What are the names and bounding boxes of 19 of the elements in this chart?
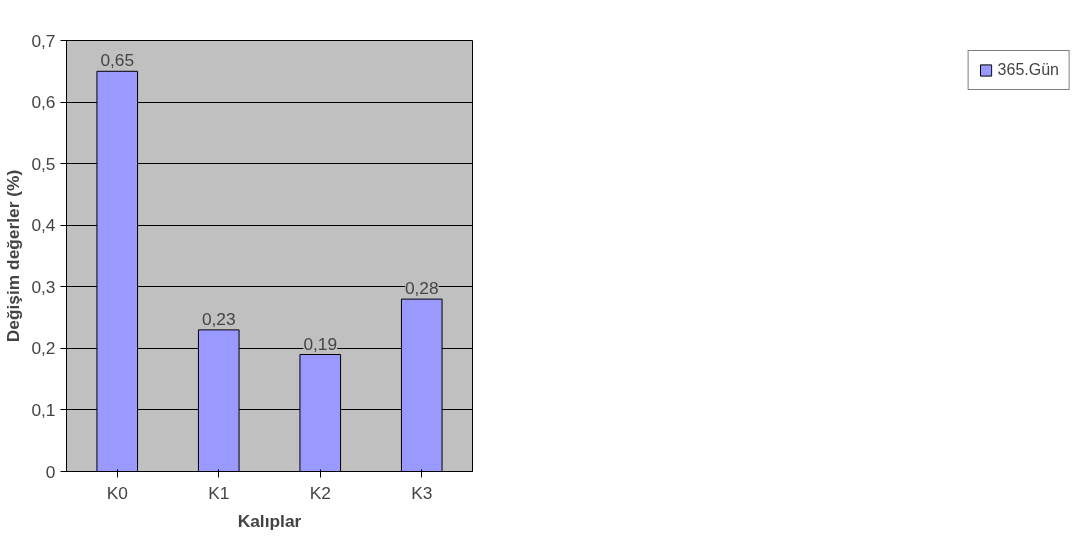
- y-tick-label: 0,3: [31, 276, 56, 297]
- data-label: 0,28: [404, 278, 439, 299]
- data-label: 0,23: [201, 308, 236, 329]
- y-tick-label: 0: [45, 461, 56, 482]
- legend-label: 365.Gün: [997, 61, 1059, 79]
- x-tick-label: K1: [208, 482, 230, 503]
- y-tick-label: 0,1: [31, 399, 56, 420]
- data-label: 0,65: [100, 50, 135, 71]
- y-tick-label: 0,5: [31, 153, 56, 174]
- x-tick-label: K0: [106, 482, 128, 503]
- y-tick-label: 0,6: [31, 92, 56, 113]
- y-tick-label: 0,4: [31, 215, 56, 236]
- data-label: 0,19: [303, 333, 338, 354]
- x-tick-label: K3: [411, 482, 433, 503]
- y-axis-title: Değişim değerler (%): [3, 169, 24, 343]
- y-tick-label: 0,7: [31, 30, 56, 51]
- x-axis-title: Kalıplar: [237, 510, 302, 531]
- x-tick-label: K2: [309, 482, 331, 503]
- y-tick-label: 0,2: [31, 338, 56, 359]
